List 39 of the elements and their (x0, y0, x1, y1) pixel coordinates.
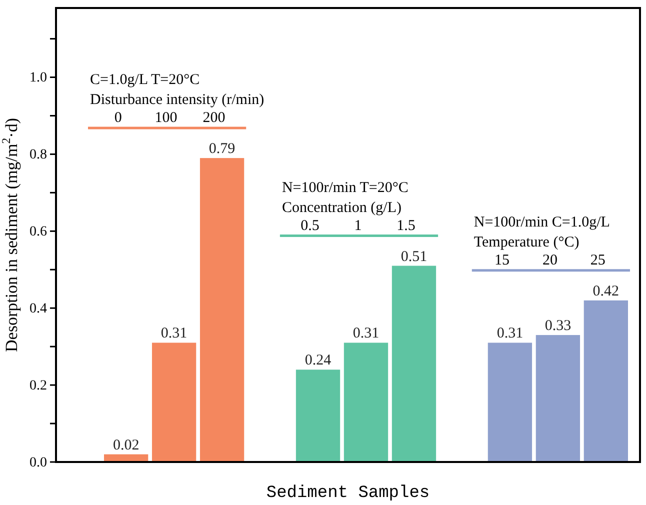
x-axis-title: Sediment Samples (266, 484, 430, 503)
data-label: 0.51 (400, 248, 428, 265)
annotation: Concentration (g/L) (282, 200, 402, 216)
data-label: 0.33 (544, 318, 572, 334)
bar (584, 300, 628, 462)
y-tick-label: 0.8 (30, 148, 47, 163)
data-label: 0.31 (352, 326, 380, 342)
x-tick-label: 20 (542, 252, 558, 268)
x-tick-label: 1.5 (396, 218, 416, 234)
bar (296, 370, 340, 462)
annotation: Disturbance intensity (r/min) (90, 92, 264, 108)
y-tick-label: 0.2 (30, 378, 47, 394)
x-tick-label: 0.5 (300, 218, 320, 234)
bar (488, 342, 532, 462)
data-label: 0.42 (592, 283, 620, 300)
x-tick-label: 15 (494, 252, 510, 268)
annotation: N=100r/min C=1.0g/L (474, 214, 610, 230)
annotation: C=1.0g/L T=20°C (90, 72, 200, 88)
bar (392, 266, 436, 462)
x-tick-label: 1 (354, 218, 362, 234)
y-tick-label: 0.4 (30, 302, 47, 317)
y-tick-label: 0.0 (30, 455, 47, 470)
bar (152, 342, 196, 462)
data-label: 0.24 (304, 352, 332, 369)
data-label: 0.79 (208, 141, 236, 158)
x-tick-label: 25 (590, 252, 606, 268)
y-tick-label: 1.0 (30, 70, 47, 86)
data-label: 0.31 (160, 326, 188, 342)
data-label: 0.02 (112, 437, 140, 454)
annotation: Temperature (°C) (474, 234, 580, 250)
x-tick-label: 0 (114, 110, 122, 126)
x-tick-label: 100 (154, 110, 178, 126)
annotation: N=100r/min T=20°C (282, 180, 408, 196)
x-tick-label: 200 (202, 110, 226, 126)
data-label: 0.31 (496, 326, 524, 342)
bar (200, 158, 244, 462)
y-tick-label: 0.6 (30, 224, 47, 240)
bar (536, 335, 580, 462)
bar (344, 342, 388, 462)
